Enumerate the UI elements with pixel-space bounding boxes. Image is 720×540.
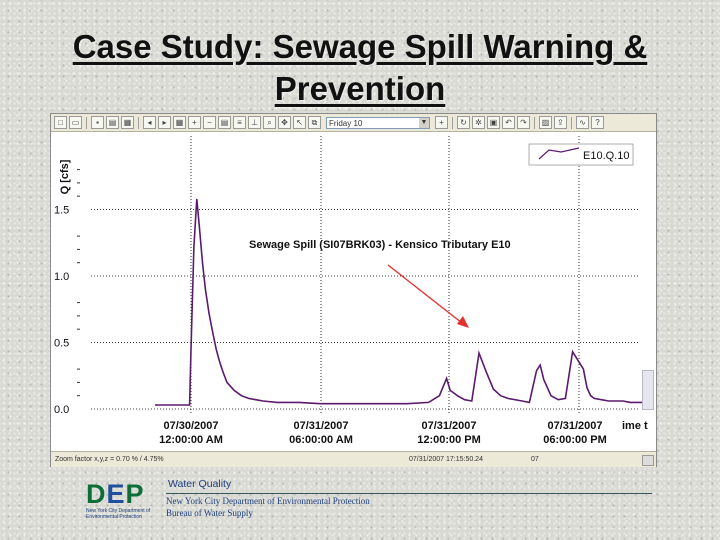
x-tick-date: 07/31/2007 <box>421 420 476 432</box>
dep-logo: DEP New York City Department of Environm… <box>86 480 156 522</box>
forward-icon[interactable]: ▸ <box>158 116 171 129</box>
grid-icon[interactable]: ▦ <box>173 116 186 129</box>
add-icon[interactable]: + <box>435 116 448 129</box>
lock-icon[interactable]: ▣ <box>487 116 500 129</box>
legend-label: E10.Q.10 <box>583 150 629 162</box>
chart-window: □ ▭ ▪ ▤ ▦ ◂ ▸ ▦ + − ▤ ≡ ⊥ ⌕ ✥ ↖ ⧉ Friday… <box>50 113 657 467</box>
x-tick-date: 07/31/2007 <box>547 420 602 432</box>
slide-title: Case Study: Sewage Spill Warning & Preve… <box>0 26 720 110</box>
toolbar-separator <box>534 116 535 129</box>
y-tick-label: 1.0 <box>54 271 69 283</box>
x-tick-time: 06:00:00 PM <box>543 434 607 446</box>
footer-section: Water Quality <box>168 478 232 490</box>
chart-line-icon[interactable]: ∿ <box>576 116 589 129</box>
vertical-scrollbar[interactable] <box>642 370 654 410</box>
x-tick-date: 07/30/2007 <box>163 420 218 432</box>
footer: DEP New York City Department of Environm… <box>86 476 656 536</box>
y-tick-label: 0.5 <box>54 338 69 350</box>
save-icon[interactable]: ▪ <box>91 116 104 129</box>
legend-swatch <box>538 147 580 160</box>
dep-logo-caption: New York City Department of Environmenta… <box>86 508 151 520</box>
toolbar-separator <box>86 116 87 129</box>
open-icon[interactable]: ▭ <box>69 116 82 129</box>
series-line-e10 <box>155 198 652 406</box>
list-icon[interactable]: ≡ <box>233 116 246 129</box>
refresh-icon[interactable]: ↻ <box>457 116 470 129</box>
toolbar: □ ▭ ▪ ▤ ▦ ◂ ▸ ▦ + − ▤ ≡ ⊥ ⌕ ✥ ↖ ⧉ Friday… <box>51 114 656 132</box>
dep-logo-text: DEP <box>86 479 145 509</box>
legend: E10.Q.10 <box>528 143 634 166</box>
spill-annotation: Sewage Spill (SI07BRK03) - Kensico Tribu… <box>249 239 511 251</box>
x-tick-time: 06:00:00 AM <box>289 434 353 446</box>
undo-icon[interactable]: ↶ <box>502 116 515 129</box>
slide-title-line2: Prevention <box>274 70 446 107</box>
footer-department: New York City Department of Environmenta… <box>166 495 370 519</box>
chart-icon[interactable]: ▦ <box>121 116 134 129</box>
status-bar: Zoom factor x,y,z = 0.70 % / 4.75% 07/31… <box>51 451 656 467</box>
zoom-out-icon[interactable]: − <box>203 116 216 129</box>
hydrograph-plot: Q [cfs] 0.0 0.5 1.0 1.5 07/30/2007 12:00:00 … <box>54 136 652 446</box>
footer-bureau: Bureau of Water Supply <box>166 508 253 518</box>
resize-grip-icon[interactable] <box>642 455 654 466</box>
back-icon[interactable]: ◂ <box>143 116 156 129</box>
image-icon[interactable]: ▨ <box>539 116 552 129</box>
grid <box>91 136 639 414</box>
status-zoom: Zoom factor x,y,z = 0.70 % / 4.75% <box>55 456 164 463</box>
chevron-down-icon: ▼ <box>419 117 429 128</box>
y-axis: 0.0 0.5 1.0 1.5 <box>54 169 80 416</box>
settings-icon[interactable]: ✲ <box>472 116 485 129</box>
help-icon[interactable]: ? <box>591 116 604 129</box>
zoom-in-icon[interactable]: + <box>188 116 201 129</box>
print-icon[interactable]: ▤ <box>106 116 119 129</box>
y-tick-label: 0.0 <box>54 404 69 416</box>
spill-arrow <box>387 264 469 328</box>
redo-icon[interactable]: ↷ <box>517 116 530 129</box>
zoom-icon[interactable]: ⌕ <box>263 116 276 129</box>
y-tick-label: 1.5 <box>54 205 69 217</box>
view-select-value: Friday 10 <box>329 118 363 128</box>
pan-icon[interactable]: ✥ <box>278 116 291 129</box>
x-axis-label: ime t <box>622 420 648 432</box>
toolbar-separator <box>452 116 453 129</box>
x-tick-time: 12:00:00 AM <box>159 434 223 446</box>
x-tick-time: 12:00:00 PM <box>417 434 481 446</box>
view-select[interactable]: Friday 10 ▼ <box>326 116 430 129</box>
footer-dept-name: New York City Department of Environmenta… <box>166 496 370 506</box>
footer-divider <box>166 493 652 494</box>
legend-box <box>528 143 634 166</box>
axis-icon[interactable]: ⊥ <box>248 116 261 129</box>
x-tick-date: 07/31/2007 <box>293 420 348 432</box>
x-axis: 07/30/2007 12:00:00 AM 07/31/2007 06:00:00 … <box>159 420 648 446</box>
y-axis-unit-label: Q [cfs] <box>59 159 71 194</box>
toolbar-separator <box>571 116 572 129</box>
new-icon[interactable]: □ <box>54 116 67 129</box>
toolbar-separator <box>138 116 139 129</box>
export-icon[interactable]: ⇪ <box>554 116 567 129</box>
table-icon[interactable]: ▤ <box>218 116 231 129</box>
status-timestamp: 07/31/2007 17:15:50.24 <box>409 456 483 463</box>
cursor-icon[interactable]: ↖ <box>293 116 306 129</box>
slide-title-line1: Case Study: Sewage Spill Warning & <box>72 28 648 65</box>
copy-icon[interactable]: ⧉ <box>308 116 321 129</box>
status-extra: 07 <box>531 456 539 463</box>
